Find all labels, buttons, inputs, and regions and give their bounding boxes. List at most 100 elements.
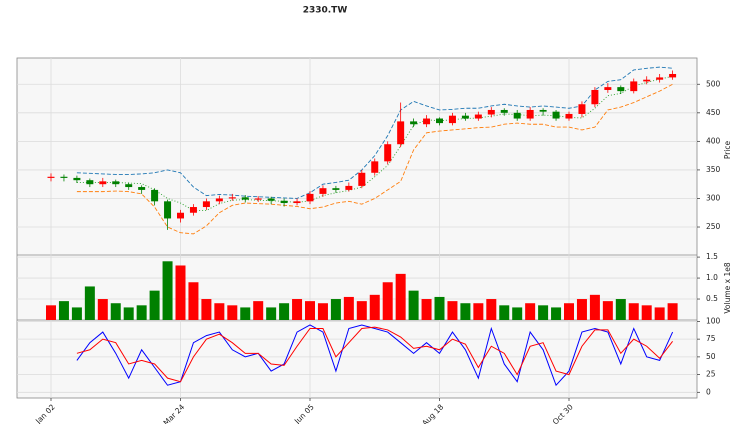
volume-bar — [369, 294, 380, 320]
volume-bar — [123, 307, 134, 320]
candle-body — [319, 188, 327, 194]
candle-body — [293, 201, 301, 204]
volume-bar — [149, 290, 160, 320]
candle-body — [436, 118, 443, 124]
y-axis-label: Price — [723, 140, 732, 159]
volume-bar — [46, 305, 56, 320]
stoch-line — [76, 324, 674, 387]
volume-bar — [576, 299, 587, 320]
volume-bar — [667, 303, 678, 320]
candle-body — [112, 181, 120, 185]
candle-body — [669, 73, 677, 78]
volume-bar — [84, 286, 95, 320]
volume-bar — [408, 290, 419, 320]
y-tick-label: 100 — [706, 316, 721, 325]
candle-body — [228, 197, 236, 199]
volume-bar — [175, 265, 186, 320]
volume-bar — [58, 301, 69, 320]
volume-bar — [421, 299, 432, 320]
candle-body — [578, 104, 586, 114]
volume-bar — [240, 307, 251, 320]
candle-body — [254, 198, 262, 200]
x-tick-label: Oct 30 — [551, 402, 575, 424]
volume-bar — [253, 301, 264, 320]
y-tick-label: 50 — [706, 352, 716, 361]
volume-bar — [434, 296, 445, 320]
volume-bar — [486, 299, 497, 320]
candle-body — [306, 193, 314, 202]
volume-bar — [525, 303, 536, 320]
volume-bar — [602, 301, 613, 320]
candle-body — [448, 115, 456, 124]
volume-bar — [615, 299, 626, 320]
x-tick-label: Aug 18 — [420, 402, 445, 424]
volume-bar — [654, 307, 665, 320]
candle-body — [539, 109, 547, 112]
candle-body — [189, 207, 197, 213]
volume-bar — [356, 301, 367, 320]
band-line — [76, 75, 673, 211]
candle-body — [47, 176, 55, 178]
candle-body — [177, 212, 184, 219]
volume-bar — [279, 303, 290, 320]
volume-bar — [136, 305, 147, 320]
candle-body — [241, 197, 249, 200]
candle-body — [215, 198, 223, 202]
volume-bar — [227, 305, 238, 320]
volume-bar — [538, 305, 549, 320]
volume-bar — [382, 282, 393, 320]
candle-body — [267, 198, 275, 201]
plot-area — [16, 57, 698, 399]
x-tick-label: Jan 02 — [33, 402, 57, 424]
y-tick-label: 1.0 — [706, 273, 718, 282]
volume-bar — [292, 299, 303, 320]
y-tick-label: 0 — [706, 387, 711, 396]
candle-body — [552, 111, 560, 119]
volume-bar — [201, 299, 212, 320]
y-tick-label: 25 — [706, 370, 716, 379]
candle-body — [630, 81, 638, 92]
volume-bar — [266, 307, 277, 320]
y-tick-label: 75 — [706, 334, 716, 343]
volume-bar — [628, 303, 639, 320]
band-line — [76, 66, 673, 199]
candle-body — [371, 161, 379, 173]
candle-body — [99, 181, 107, 185]
x-tick-label: Mar 24 — [162, 402, 187, 424]
candle-body — [86, 180, 94, 185]
volume-bar — [512, 307, 523, 320]
candle-body — [151, 189, 159, 202]
y-tick-label: 400 — [706, 136, 721, 145]
volume-bar — [97, 299, 108, 320]
volume-bar — [589, 294, 600, 320]
volume-bar — [214, 303, 225, 320]
candle-body — [397, 121, 405, 145]
volume-bar — [343, 296, 354, 320]
candle-body — [332, 188, 340, 190]
candle-body — [345, 185, 353, 190]
volume-bar — [330, 299, 341, 320]
candle-body — [410, 121, 418, 125]
chart-title: 2330.TW — [303, 6, 348, 16]
y-tick-label: 450 — [706, 108, 721, 117]
y-tick-label: 0.5 — [706, 294, 718, 303]
volume-bar — [317, 303, 328, 320]
candle-body — [202, 201, 210, 208]
candle-body — [461, 115, 469, 119]
volume-bar — [460, 303, 471, 320]
x-tick-label: Jun 05 — [292, 402, 316, 424]
volume-bar — [188, 282, 199, 320]
band-line — [76, 83, 673, 235]
candle-body — [513, 112, 521, 119]
candle-body — [500, 109, 508, 113]
volume-bar — [447, 301, 458, 320]
volume-bar — [71, 307, 82, 320]
candle-body — [526, 109, 534, 119]
candle-body — [423, 118, 431, 125]
volume-bar — [499, 305, 510, 320]
volume-bar — [473, 303, 484, 320]
candle-body — [474, 114, 482, 119]
candle-body — [60, 176, 68, 178]
volume-bar — [162, 261, 173, 320]
